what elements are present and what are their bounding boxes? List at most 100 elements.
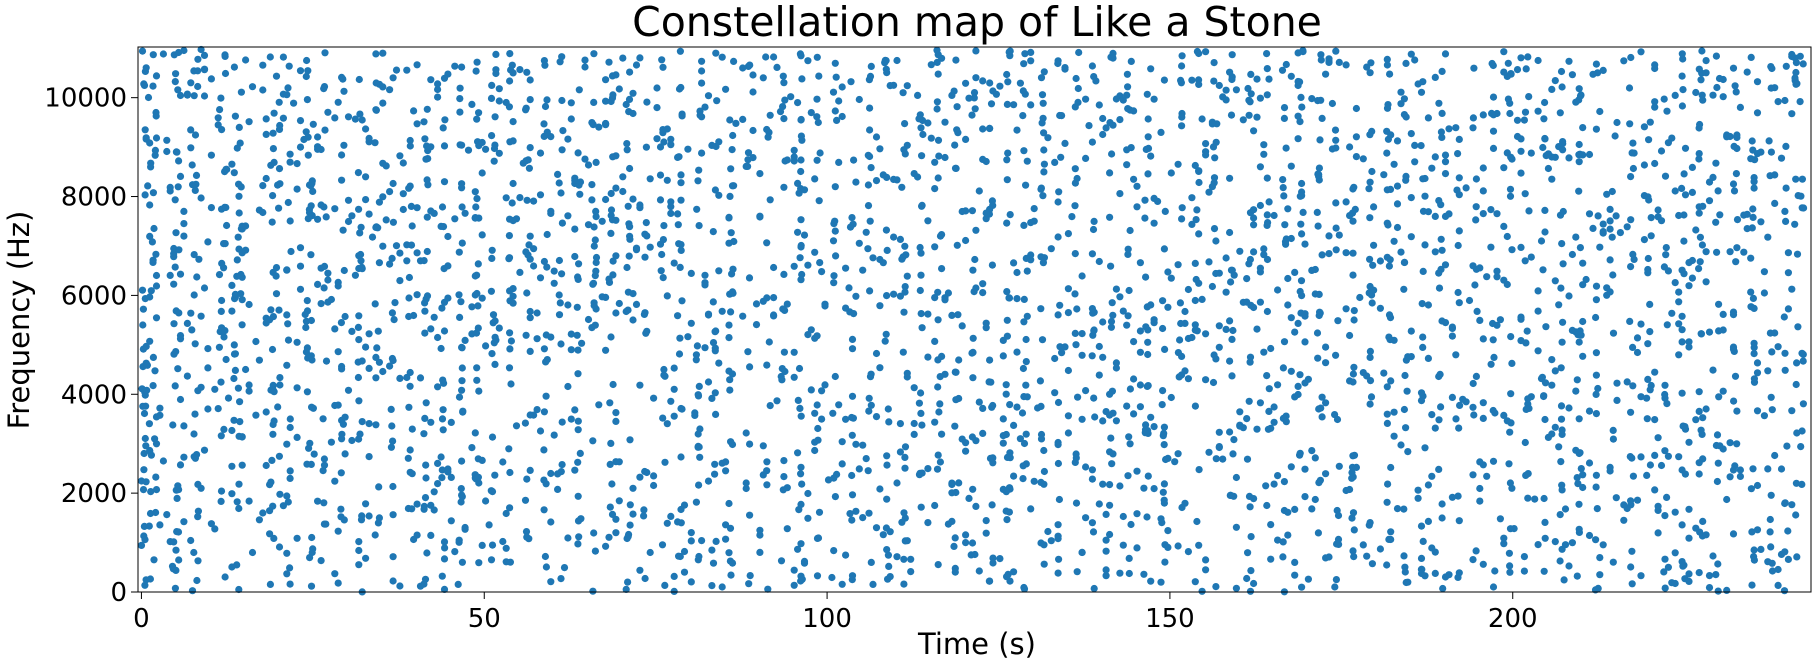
- data-point: [722, 458, 730, 466]
- data-point: [1071, 290, 1079, 298]
- data-point: [1243, 574, 1251, 583]
- data-point: [231, 350, 239, 358]
- data-point: [1002, 381, 1010, 389]
- data-point: [917, 271, 925, 279]
- data-point: [951, 422, 959, 430]
- data-point: [636, 201, 644, 209]
- data-point: [558, 146, 566, 154]
- data-point: [540, 345, 549, 353]
- data-point: [1766, 528, 1774, 536]
- data-point: [642, 143, 651, 151]
- data-point: [1768, 406, 1776, 414]
- data-point: [1108, 460, 1116, 468]
- data-point: [423, 213, 431, 221]
- data-point: [896, 420, 905, 428]
- data-point: [1387, 377, 1395, 385]
- data-point: [1640, 192, 1648, 200]
- data-point: [1124, 105, 1132, 113]
- data-point: [180, 453, 188, 461]
- data-point: [590, 529, 598, 537]
- data-point: [1661, 555, 1669, 563]
- data-point: [1572, 233, 1580, 241]
- data-point: [334, 579, 342, 587]
- data-point: [440, 142, 449, 150]
- data-point: [1750, 546, 1758, 554]
- data-point: [354, 323, 362, 331]
- data-point: [195, 255, 203, 263]
- data-point: [1788, 285, 1796, 293]
- data-point: [1178, 62, 1186, 70]
- data-point: [1661, 584, 1669, 592]
- x-tick-label: 0: [133, 604, 150, 634]
- data-point: [231, 366, 239, 374]
- data-point: [1018, 409, 1027, 417]
- data-point: [149, 258, 157, 266]
- data-point: [590, 242, 598, 250]
- data-point: [1606, 288, 1614, 296]
- data-point: [456, 84, 464, 92]
- data-point: [656, 196, 665, 204]
- data-point: [882, 524, 891, 532]
- data-point: [1013, 403, 1021, 411]
- data-point: [1091, 413, 1099, 421]
- data-point: [1646, 118, 1654, 126]
- data-point: [821, 302, 829, 310]
- data-point: [1781, 548, 1789, 556]
- data-point: [1688, 163, 1696, 171]
- data-point: [584, 315, 593, 324]
- data-point: [1359, 155, 1367, 163]
- data-point: [1500, 222, 1508, 230]
- data-point: [893, 56, 901, 65]
- data-point: [1506, 562, 1514, 570]
- data-point: [1174, 450, 1182, 458]
- data-point: [1730, 187, 1739, 195]
- data-point: [612, 417, 620, 425]
- data-point: [1236, 247, 1244, 255]
- data-point: [1176, 299, 1184, 307]
- data-point: [969, 334, 977, 342]
- data-point: [1792, 380, 1800, 389]
- data-point: [1627, 408, 1635, 416]
- data-point: [1023, 267, 1031, 275]
- data-point: [320, 461, 329, 469]
- data-point: [1245, 96, 1253, 104]
- data-point: [1325, 232, 1333, 240]
- data-point: [180, 220, 188, 228]
- data-point: [1628, 580, 1636, 588]
- data-point: [238, 433, 246, 441]
- data-point: [1280, 104, 1289, 112]
- data-point: [725, 321, 733, 329]
- data-point: [180, 207, 188, 215]
- data-point: [269, 430, 277, 438]
- data-point: [457, 498, 465, 506]
- data-point: [846, 509, 854, 518]
- data-point: [430, 488, 438, 496]
- data-point: [1298, 179, 1306, 188]
- data-point: [262, 319, 270, 327]
- data-point: [677, 246, 685, 254]
- data-point: [1568, 539, 1576, 547]
- data-point: [1264, 425, 1272, 433]
- data-point: [1592, 125, 1600, 133]
- data-point: [1428, 411, 1436, 419]
- data-point: [1082, 463, 1090, 471]
- data-point: [1246, 587, 1255, 595]
- data-point: [1359, 541, 1367, 549]
- data-point: [674, 221, 682, 229]
- data-point: [331, 325, 339, 333]
- data-point: [1573, 376, 1581, 384]
- data-point: [986, 124, 994, 132]
- data-point: [1202, 376, 1210, 384]
- data-point: [1715, 393, 1723, 401]
- data-point: [728, 288, 737, 296]
- data-point: [1147, 301, 1155, 309]
- data-point: [248, 83, 257, 91]
- data-point: [526, 314, 534, 322]
- data-point: [739, 64, 747, 72]
- data-point: [1520, 116, 1528, 124]
- data-point: [187, 536, 195, 545]
- data-point: [1671, 91, 1679, 99]
- data-point: [780, 457, 788, 465]
- data-point: [1124, 312, 1132, 320]
- data-point: [221, 69, 230, 78]
